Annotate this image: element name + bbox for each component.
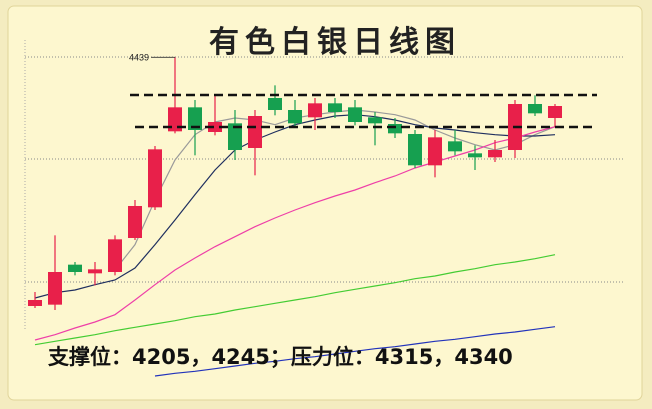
candle-body <box>328 103 342 112</box>
candle-body <box>48 271 62 305</box>
candle-body <box>368 117 382 124</box>
candle-body <box>228 123 242 150</box>
ma-line <box>34 126 556 341</box>
candle-body <box>448 141 462 152</box>
panel <box>7 5 643 401</box>
candle-body <box>388 123 402 134</box>
candle-body <box>268 97 282 110</box>
candle-body <box>28 299 42 306</box>
candle-body <box>308 103 322 118</box>
candle-body <box>548 105 562 118</box>
candle-body <box>488 149 502 158</box>
candle-body <box>88 269 102 274</box>
candle-body <box>208 121 222 132</box>
candle-body <box>248 115 262 148</box>
candle-body <box>468 153 482 158</box>
chart-title: 有色白银日线图 <box>209 25 461 60</box>
candle-body <box>408 133 422 166</box>
candle-body <box>348 107 362 122</box>
candle-body <box>428 137 442 166</box>
candle-body <box>108 239 122 272</box>
ma-line <box>34 254 556 346</box>
candle-body <box>128 205 142 238</box>
candle-body <box>148 149 162 208</box>
annotation: 支撑位：4205，4245；压力位：4315，4340 <box>48 345 513 369</box>
ma-line <box>154 326 556 377</box>
candle-body <box>188 107 202 130</box>
plot: 4439 <box>28 52 562 377</box>
candle-body <box>288 109 302 124</box>
candle-body <box>168 107 182 132</box>
candle-body <box>68 264 82 272</box>
peak-label: 4439 <box>129 52 149 62</box>
candle-body <box>528 103 542 114</box>
